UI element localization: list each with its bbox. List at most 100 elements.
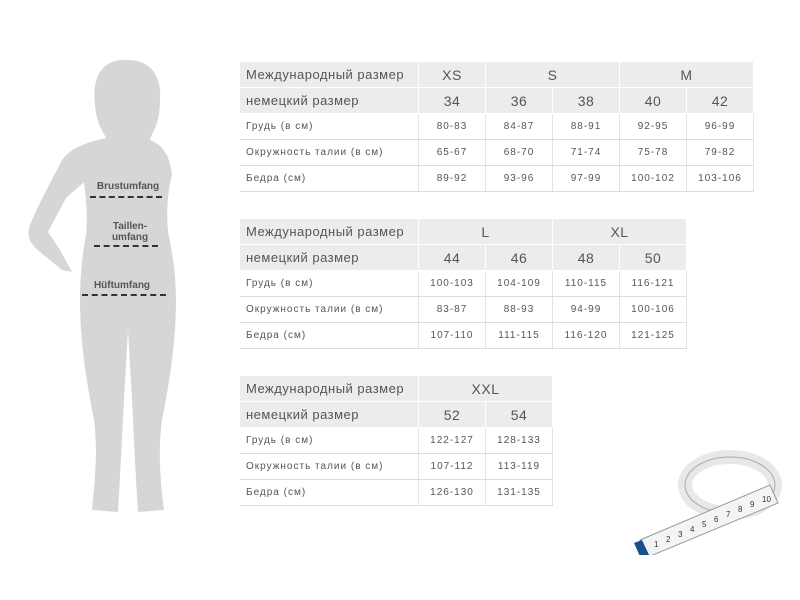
row-label: немецкий размер xyxy=(240,401,419,428)
german-size-cell: 36 xyxy=(485,87,553,114)
measurement-cell: 79-82 xyxy=(686,139,754,166)
intl-size-cell: M xyxy=(619,62,754,88)
row-label: немецкий размер xyxy=(240,244,419,271)
german-size-cell: 34 xyxy=(418,87,486,114)
table-row: Окружность талии (в см) 83-87 88-93 94-99 10… xyxy=(240,296,687,323)
german-size-cell: 54 xyxy=(485,401,553,428)
row-label: Грудь (в см) xyxy=(240,427,419,454)
hip-label: Hüftumfang xyxy=(93,280,151,291)
measurement-cell: 107-110 xyxy=(418,322,486,349)
measurement-cell: 100-102 xyxy=(619,165,687,192)
german-size-cell: 44 xyxy=(418,244,486,271)
row-label: Международный размер xyxy=(240,219,419,245)
row-label: Окружность талии (в см) xyxy=(240,453,419,480)
row-label: Международный размер xyxy=(240,376,419,402)
measurement-cell: 100-106 xyxy=(619,296,687,323)
bust-label: Brustumfang xyxy=(96,181,160,192)
row-label: Бедра (см) xyxy=(240,479,419,506)
intl-size-cell: XL xyxy=(552,219,687,245)
measurement-cell: 65-67 xyxy=(418,139,486,166)
tape-number: 3 xyxy=(678,530,683,539)
measurement-cell: 80-83 xyxy=(418,113,486,140)
row-label: Бедра (см) xyxy=(240,322,419,349)
tape-number: 1 xyxy=(654,540,659,549)
intl-size-row: Международный размер L XL xyxy=(240,219,687,245)
measurement-cell: 128-133 xyxy=(485,427,553,454)
measurement-cell: 122-127 xyxy=(418,427,486,454)
row-label: Окружность талии (в см) xyxy=(240,139,419,166)
tape-number: 5 xyxy=(702,520,707,529)
german-size-cell: 42 xyxy=(686,87,754,114)
measurement-cell: 83-87 xyxy=(418,296,486,323)
table-row: Грудь (в см) 122-127 128-133 xyxy=(240,427,553,454)
tape-number: 7 xyxy=(726,510,731,519)
measurement-cell: 116-121 xyxy=(619,270,687,297)
female-silhouette xyxy=(28,59,176,512)
bust-line xyxy=(90,196,162,198)
row-label: Бедра (см) xyxy=(240,165,419,192)
table-row: Бедра (см) 107-110 111-115 116-120 121-125 xyxy=(240,322,687,349)
measurement-cell: 84-87 xyxy=(485,113,553,140)
measurement-cell: 121-125 xyxy=(619,322,687,349)
tape-number: 2 xyxy=(666,535,671,544)
german-size-cell: 50 xyxy=(619,244,687,271)
german-size-row: немецкий размер 52 54 xyxy=(240,401,553,428)
measurement-cell: 92-95 xyxy=(619,113,687,140)
german-size-row: немецкий размер 44 46 48 50 xyxy=(240,244,687,271)
measurement-cell: 111-115 xyxy=(485,322,553,349)
table-row: Грудь (в см) 80-83 84-87 88-91 92-95 96-99 xyxy=(240,113,754,140)
measurement-cell: 89-92 xyxy=(418,165,486,192)
german-size-cell: 46 xyxy=(485,244,553,271)
row-label: Грудь (в см) xyxy=(240,270,419,297)
row-label: Международный размер xyxy=(240,62,419,88)
german-size-cell: 38 xyxy=(552,87,620,114)
measurement-cell: 103-106 xyxy=(686,165,754,192)
intl-size-row: Международный размер XS S M xyxy=(240,62,754,88)
measurement-cell: 113-119 xyxy=(485,453,553,480)
tape-number: 9 xyxy=(750,500,755,509)
measurement-cell: 96-99 xyxy=(686,113,754,140)
size-table-2: Международный размер L XL немецкий размер 44… xyxy=(240,219,687,349)
measurement-cell: 131-135 xyxy=(485,479,553,506)
intl-size-cell: S xyxy=(485,62,620,88)
intl-size-cell: XXL xyxy=(418,376,553,402)
measurement-cell: 116-120 xyxy=(552,322,620,349)
intl-size-row: Международный размер XXL xyxy=(240,376,553,402)
german-size-cell: 40 xyxy=(619,87,687,114)
measurement-cell: 71-74 xyxy=(552,139,620,166)
tape-number: 8 xyxy=(738,505,743,514)
row-label: Окружность талии (в см) xyxy=(240,296,419,323)
measurement-cell: 100-103 xyxy=(418,270,486,297)
waist-line xyxy=(94,245,158,247)
measurement-cell: 94-99 xyxy=(552,296,620,323)
measurement-cell: 88-93 xyxy=(485,296,553,323)
measurement-cell: 68-70 xyxy=(485,139,553,166)
table-row: Окружность талии (в см) 65-67 68-70 71-74 75… xyxy=(240,139,754,166)
table-row: Грудь (в см) 100-103 104-109 110-115 116-121 xyxy=(240,270,687,297)
intl-size-cell: L xyxy=(418,219,553,245)
measurement-cell: 104-109 xyxy=(485,270,553,297)
waist-label: Taillen- umfang xyxy=(111,221,149,243)
intl-size-cell: XS xyxy=(418,62,486,88)
measurement-cell: 110-115 xyxy=(552,270,620,297)
german-size-cell: 48 xyxy=(552,244,620,271)
measurement-cell: 93-96 xyxy=(485,165,553,192)
row-label: Грудь (в см) xyxy=(240,113,419,140)
table-row: Окружность талии (в см) 107-112 113-119 xyxy=(240,453,553,480)
size-table-3: Международный размер XXL немецкий размер 52… xyxy=(240,376,553,506)
tape-number: 4 xyxy=(690,525,695,534)
measurement-cell: 97-99 xyxy=(552,165,620,192)
german-size-row: немецкий размер 34 36 38 40 42 xyxy=(240,87,754,114)
tape-number: 6 xyxy=(714,515,719,524)
tape-number: 10 xyxy=(762,495,771,504)
measurement-cell: 75-78 xyxy=(619,139,687,166)
table-row: Бедра (см) 89-92 93-96 97-99 100-102 103-106 xyxy=(240,165,754,192)
table-row: Бедра (см) 126-130 131-135 xyxy=(240,479,553,506)
measurement-cell: 88-91 xyxy=(552,113,620,140)
german-size-cell: 52 xyxy=(418,401,486,428)
measurement-cell: 126-130 xyxy=(418,479,486,506)
hip-line xyxy=(82,294,166,296)
row-label: немецкий размер xyxy=(240,87,419,114)
